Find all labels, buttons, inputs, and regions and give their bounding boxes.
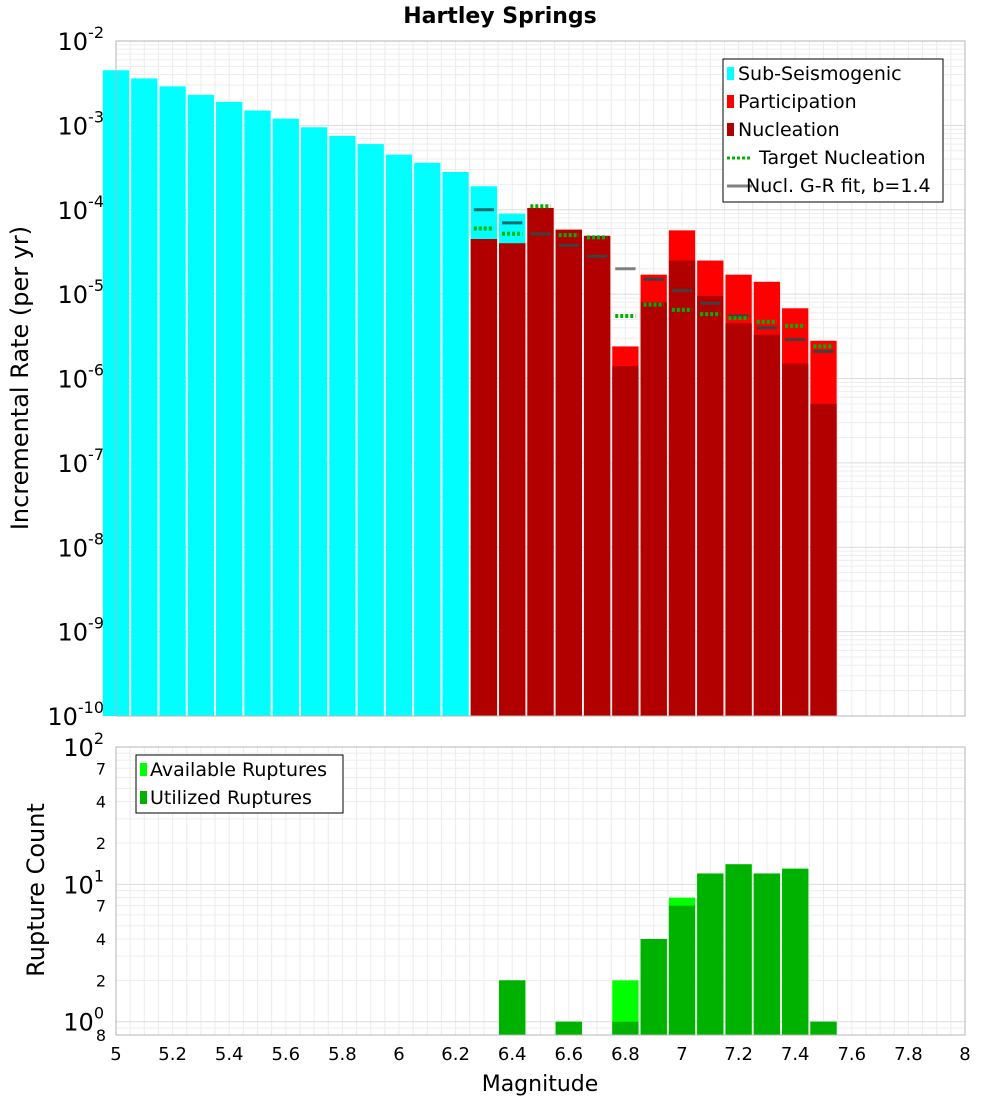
nucleation-bar	[499, 243, 526, 717]
nucleation-bar	[697, 296, 724, 716]
x-tick-label: 7.8	[894, 1044, 923, 1065]
x-tick-label: 6.8	[611, 1044, 640, 1065]
nucleation-bar	[810, 403, 837, 716]
bottom-y-decade-label: 100	[63, 1004, 104, 1037]
bottom-legend: Available Ruptures Utilized Ruptures	[135, 754, 344, 814]
nucleation-bar	[753, 334, 781, 716]
nucleation-bar	[668, 260, 696, 716]
x-tick-label: 5.4	[215, 1044, 244, 1065]
nucleation-bar	[612, 366, 639, 716]
utilized-ruptures-bar	[499, 980, 526, 1035]
sub-seismogenic-bar	[216, 101, 243, 716]
x-tick-label: 5	[110, 1044, 121, 1065]
bottom-y-decade-label: 101	[63, 866, 104, 899]
bottom-y-axis-label: Rupture Count	[22, 803, 50, 977]
top-legend: Sub-Seismogenic Participation Nucleation Ta…	[722, 58, 944, 203]
top-y-tick-label: 10-8	[58, 529, 105, 562]
bottom-legend-box	[135, 754, 344, 814]
nucleation-bar	[583, 235, 611, 716]
top-y-axis-label: Incremental Rate (per yr)	[6, 226, 34, 530]
utilized-ruptures-bar	[612, 1021, 639, 1035]
sub-seismogenic-bar	[357, 144, 384, 716]
x-tick-label: 7.2	[724, 1044, 753, 1065]
x-tick-label: 8	[959, 1044, 970, 1065]
legend-label: Available Ruptures	[150, 759, 327, 781]
sub-seismogenic-bar	[244, 110, 271, 716]
legend-label: Nucl. G-R fit, b=1.4	[746, 175, 931, 197]
bottom-y-tick-label: 4	[96, 793, 106, 812]
sub-seismogenic-bar	[329, 135, 356, 717]
bottom-y-decade-label: 102	[63, 729, 104, 762]
legend-label: Target Nucleation	[758, 147, 926, 169]
bottom-y-tick-label: 4	[96, 930, 106, 949]
x-tick-label: 7	[676, 1044, 687, 1065]
top-y-tick-label: 10-4	[58, 192, 105, 225]
top-y-tick-label: 10-10	[47, 698, 104, 731]
top-y-tick-label: 10-5	[58, 276, 105, 309]
nucleation-bar	[527, 207, 554, 716]
legend-label: Participation	[738, 91, 857, 113]
nucleation-bar	[782, 363, 809, 716]
legend-swatch	[140, 763, 147, 776]
sub-seismogenic-bar	[159, 86, 186, 716]
top-y-tick-label: 10-6	[58, 361, 105, 394]
legend-swatch	[727, 95, 734, 108]
chart-title: Hartley Springs	[403, 4, 597, 29]
legend-label: Nucleation	[738, 119, 840, 141]
bottom-y-tick-label: 8	[96, 1026, 106, 1045]
utilized-ruptures-bar	[668, 905, 696, 1035]
x-axis-label: Magnitude	[482, 1072, 599, 1097]
top-y-tick-label: 10-9	[58, 614, 105, 647]
top-y-tick-label: 10-7	[58, 445, 105, 478]
bottom-y-tick-label: 2	[96, 971, 106, 990]
utilized-ruptures-bar	[555, 1021, 582, 1035]
bottom-y-tick-label: 7	[96, 759, 106, 778]
x-tick-label: 5.8	[328, 1044, 357, 1065]
x-tick-label: 5.2	[158, 1044, 187, 1065]
nucleation-bar	[725, 323, 752, 716]
bottom-y-tick-label: 7	[96, 897, 106, 916]
legend-swatch	[140, 791, 147, 804]
x-tick-label: 6.4	[498, 1044, 527, 1065]
nucleation-bar	[640, 302, 667, 716]
x-tick-label: 7.6	[837, 1044, 866, 1065]
nucleation-bar	[470, 239, 498, 716]
bottom-y-tick-label: 2	[96, 834, 106, 853]
utilized-ruptures-bar	[810, 1021, 837, 1035]
x-tick-label: 6	[393, 1044, 404, 1065]
utilized-ruptures-bar	[697, 873, 724, 1035]
top-y-tick-label: 10-3	[58, 107, 105, 140]
legend-swatch	[727, 67, 734, 80]
sub-seismogenic-bar	[187, 94, 215, 716]
bottom-plot-frame	[115, 746, 966, 1036]
utilized-ruptures-bar	[640, 939, 667, 1035]
top-plot-frame	[115, 40, 966, 717]
utilized-ruptures-bar	[753, 873, 781, 1035]
x-tick-label: 6.6	[554, 1044, 583, 1065]
sub-seismogenic-bar	[131, 78, 158, 717]
x-tick-label: 5.6	[271, 1044, 300, 1065]
top-y-tick-label: 10-2	[58, 23, 105, 56]
legend-swatch	[727, 123, 734, 136]
sub-seismogenic-bar	[442, 172, 469, 716]
top-legend-box	[722, 58, 944, 203]
nucleation-bar	[555, 229, 582, 717]
utilized-ruptures-bar	[725, 864, 752, 1035]
sub-seismogenic-bar	[385, 154, 413, 716]
legend-label: Utilized Ruptures	[150, 787, 312, 809]
utilized-ruptures-bar	[782, 868, 809, 1035]
x-tick-label: 7.4	[781, 1044, 810, 1065]
x-tick-label: 6.2	[441, 1044, 470, 1065]
sub-seismogenic-bar	[414, 162, 441, 716]
sub-seismogenic-bar	[300, 127, 328, 716]
legend-label: Sub-Seismogenic	[738, 63, 902, 85]
sub-seismogenic-bar	[272, 118, 299, 716]
